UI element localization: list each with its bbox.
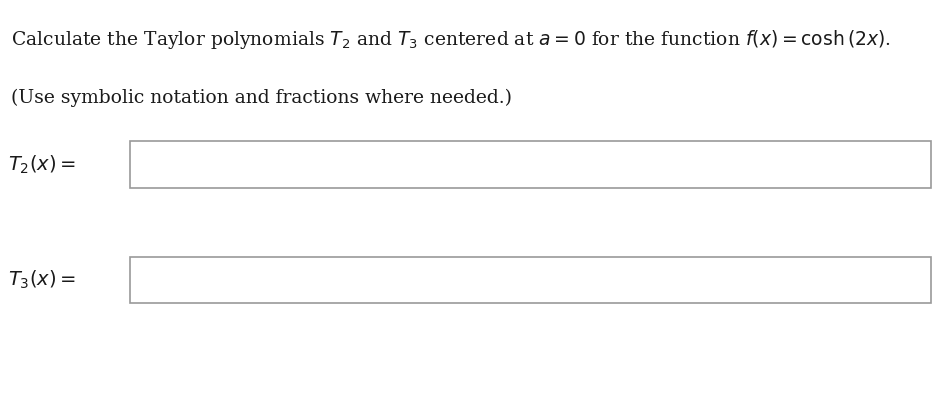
Bar [130,141,930,188]
Text: $T_2(x) =$: $T_2(x) =$ [8,153,76,176]
Text: Calculate the Taylor polynomials $T_2$ and $T_3$ centered at $a = 0$ for the fun: Calculate the Taylor polynomials $T_2$ a… [11,28,890,51]
Bar [130,257,930,303]
Text: (Use symbolic notation and fractions where needed.): (Use symbolic notation and fractions whe… [11,89,512,107]
Text: $T_3(x) =$: $T_3(x) =$ [8,269,76,291]
